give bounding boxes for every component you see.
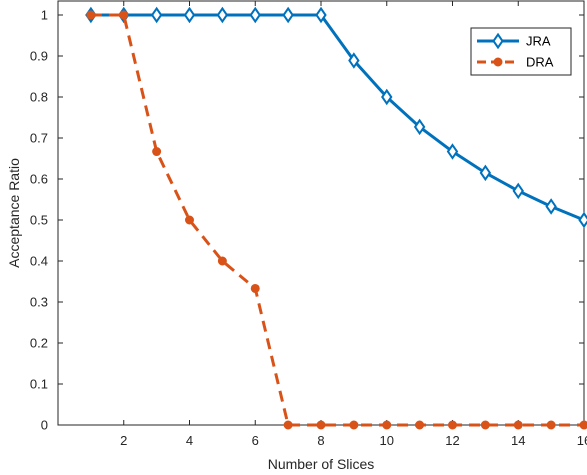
y-tick-label: 0.1 — [30, 377, 48, 392]
x-tick-label: 16 — [577, 433, 587, 448]
y-tick-label: 0.4 — [30, 254, 48, 269]
data-point-dra — [415, 420, 425, 430]
data-point-jra — [446, 143, 459, 160]
data-point-dra — [217, 256, 227, 266]
data-point-jra — [545, 198, 557, 215]
data-point-jra — [315, 6, 327, 24]
x-axis-label: Number of Slices — [268, 456, 375, 472]
data-point-jra — [381, 88, 393, 106]
data-point-jra — [348, 52, 360, 69]
legend: JRA DRA — [470, 27, 572, 76]
y-tick-label: 0.6 — [30, 172, 48, 187]
y-tick-label: 0.5 — [30, 213, 48, 228]
data-point-jra — [150, 6, 163, 24]
legend-marker-dra — [493, 57, 503, 67]
y-tick-label: 1 — [41, 8, 48, 23]
legend-box — [470, 27, 572, 76]
x-tick-label: 12 — [445, 433, 459, 448]
data-point-dra — [316, 420, 326, 430]
x-tick-label: 10 — [380, 433, 394, 448]
data-point-jra — [183, 6, 196, 24]
data-point-jra — [413, 118, 426, 136]
y-tick-label: 0.2 — [30, 336, 48, 351]
data-point-dra — [152, 147, 162, 157]
data-point-dra — [250, 283, 260, 293]
legend-label-jra: JRA — [526, 34, 551, 49]
y-tick-label: 0.9 — [30, 49, 48, 64]
series-dra — [86, 10, 587, 430]
data-point-dra — [349, 420, 359, 430]
y-tick-label: 0.7 — [30, 131, 48, 146]
data-point-dra — [480, 420, 490, 430]
x-tick-label: 4 — [186, 433, 193, 448]
x-tick-label: 8 — [317, 433, 324, 448]
y-tick-label: 0 — [41, 418, 48, 433]
data-point-dra — [283, 420, 293, 430]
data-point-jra — [282, 6, 294, 24]
data-point-dra — [119, 10, 129, 20]
data-point-jra — [216, 6, 229, 24]
series-layer — [85, 6, 587, 430]
data-point-dra — [513, 420, 523, 430]
data-point-dra — [448, 420, 457, 430]
x-tick-label: 14 — [511, 433, 525, 448]
data-point-jra — [479, 164, 492, 182]
x-tick-label: 6 — [252, 433, 259, 448]
data-point-jra — [578, 211, 587, 229]
data-point-jra — [249, 6, 261, 24]
y-tick-label: 0.3 — [30, 295, 48, 310]
data-point-dra — [382, 420, 392, 430]
y-axis-label: Acceptance Ratio — [6, 158, 22, 268]
legend-marker-jra — [492, 32, 504, 50]
data-point-jra — [512, 182, 524, 200]
x-tick-label: 2 — [120, 433, 127, 448]
data-point-dra — [86, 10, 96, 20]
series-line-jra — [90, 13, 585, 222]
data-point-dra — [579, 420, 587, 430]
legend-label-dra: DRA — [526, 55, 554, 70]
y-tick-label: 0.8 — [30, 90, 48, 105]
data-point-dra — [185, 215, 194, 225]
data-point-dra — [546, 420, 556, 430]
